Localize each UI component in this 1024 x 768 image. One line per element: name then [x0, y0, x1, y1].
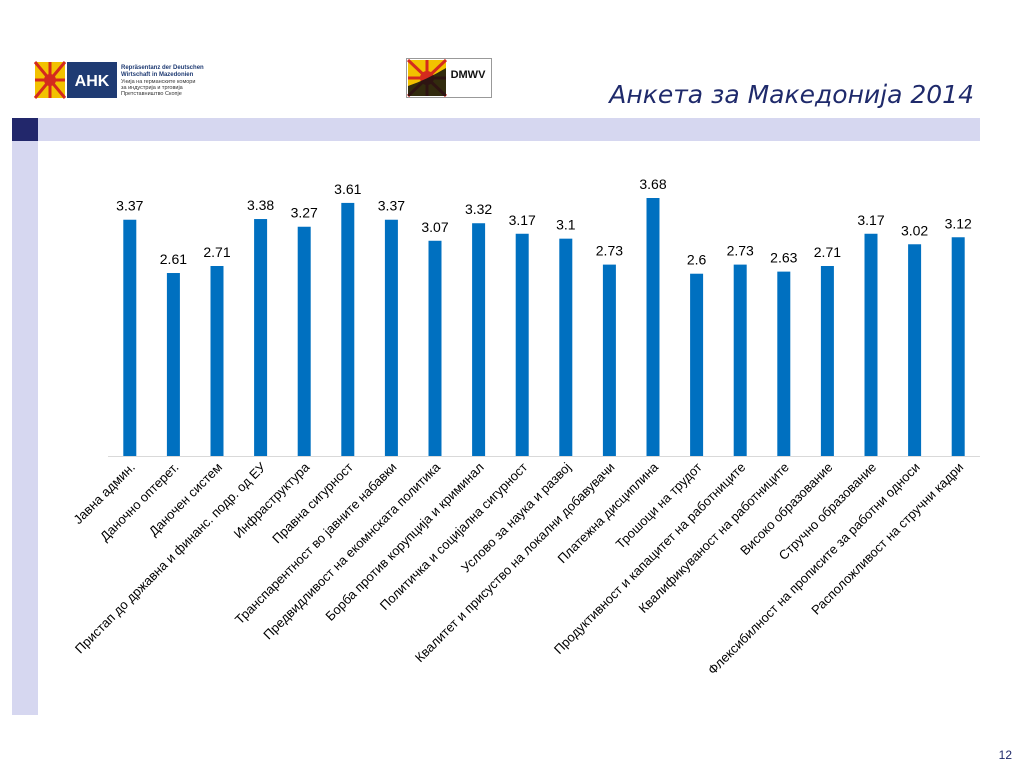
bar [864, 233, 878, 456]
bar [733, 264, 747, 456]
bar [777, 271, 791, 456]
dmwv-mark: DMWV [451, 69, 486, 81]
data-label: 3.1 [556, 217, 576, 233]
ahk-text-line: Wirtschaft in Mazedonien [121, 72, 194, 78]
data-label: 3.68 [639, 176, 666, 192]
data-label: 3.17 [509, 212, 536, 228]
page-number: 12 [998, 748, 1012, 762]
bar [254, 219, 268, 456]
bar [559, 238, 573, 456]
data-label: 3.61 [334, 181, 361, 197]
bar [384, 219, 398, 456]
bar [123, 219, 137, 456]
bar [602, 264, 616, 456]
data-label: 2.73 [596, 243, 623, 259]
data-label: 3.17 [857, 212, 884, 228]
data-label: 2.63 [770, 250, 797, 266]
dmwv-logo: DMWV [406, 58, 492, 98]
bar [297, 226, 311, 456]
category-label: Даночно оптерет. [97, 460, 181, 544]
category-label: Инфраструктура [231, 459, 313, 541]
data-label: 3.37 [116, 198, 143, 214]
bar [820, 266, 834, 456]
ahk-logo: AHK Repräsentanz der Deutschen Wirtschaf… [33, 60, 223, 100]
ahk-text-line: Унија на германските комори [121, 79, 195, 85]
title-band [12, 118, 980, 141]
ahk-mark: AHK [75, 73, 110, 90]
slide-title: Анкета за Македонија 2014 [609, 80, 974, 109]
category-label: Флексибилност на прописите за работни од… [705, 460, 923, 678]
left-decorative-strip [12, 141, 38, 715]
bar [210, 266, 224, 456]
category-label: Квалитет и присуство на локални добавува… [412, 460, 618, 666]
bar [515, 233, 529, 456]
category-labels-group: Јавна админ.Даночно оптерет.Даночен сист… [70, 459, 966, 677]
data-label: 3.07 [421, 219, 448, 235]
data-label: 3.32 [465, 201, 492, 217]
data-label: 2.71 [203, 244, 230, 260]
bar [166, 273, 180, 456]
data-label: 3.02 [901, 222, 928, 238]
bar [690, 273, 704, 456]
data-label: 2.73 [727, 243, 754, 259]
data-label: 3.12 [945, 215, 972, 231]
title-band-accent [12, 118, 38, 141]
category-label: Транспарентност во јавните набавки [232, 460, 400, 628]
data-label: 2.6 [687, 252, 707, 268]
category-label: Правна сигурност [269, 459, 356, 546]
bar [428, 240, 442, 456]
data-label: 3.27 [291, 205, 318, 221]
data-label: 3.38 [247, 197, 274, 213]
bar [646, 198, 660, 456]
data-label: 2.61 [160, 251, 187, 267]
bar [951, 237, 965, 456]
bar [472, 223, 486, 456]
ahk-text-line: Repräsentanz der Deutschen [121, 65, 204, 71]
bar [908, 244, 922, 456]
value-labels-group: 3.37 2.61 2.71 3.38 3.27 3.61 3.37 3.07 3.32 3.17… [116, 176, 972, 268]
bars-group [123, 198, 965, 456]
data-label: 2.71 [814, 244, 841, 260]
category-label: Борба против корупција и криминал [322, 460, 486, 624]
data-label: 3.37 [378, 198, 405, 214]
ahk-text-line: за индустрија и трговија [121, 85, 184, 91]
bar [341, 202, 355, 456]
ahk-text-line: Претставништво Скопје [121, 91, 182, 97]
